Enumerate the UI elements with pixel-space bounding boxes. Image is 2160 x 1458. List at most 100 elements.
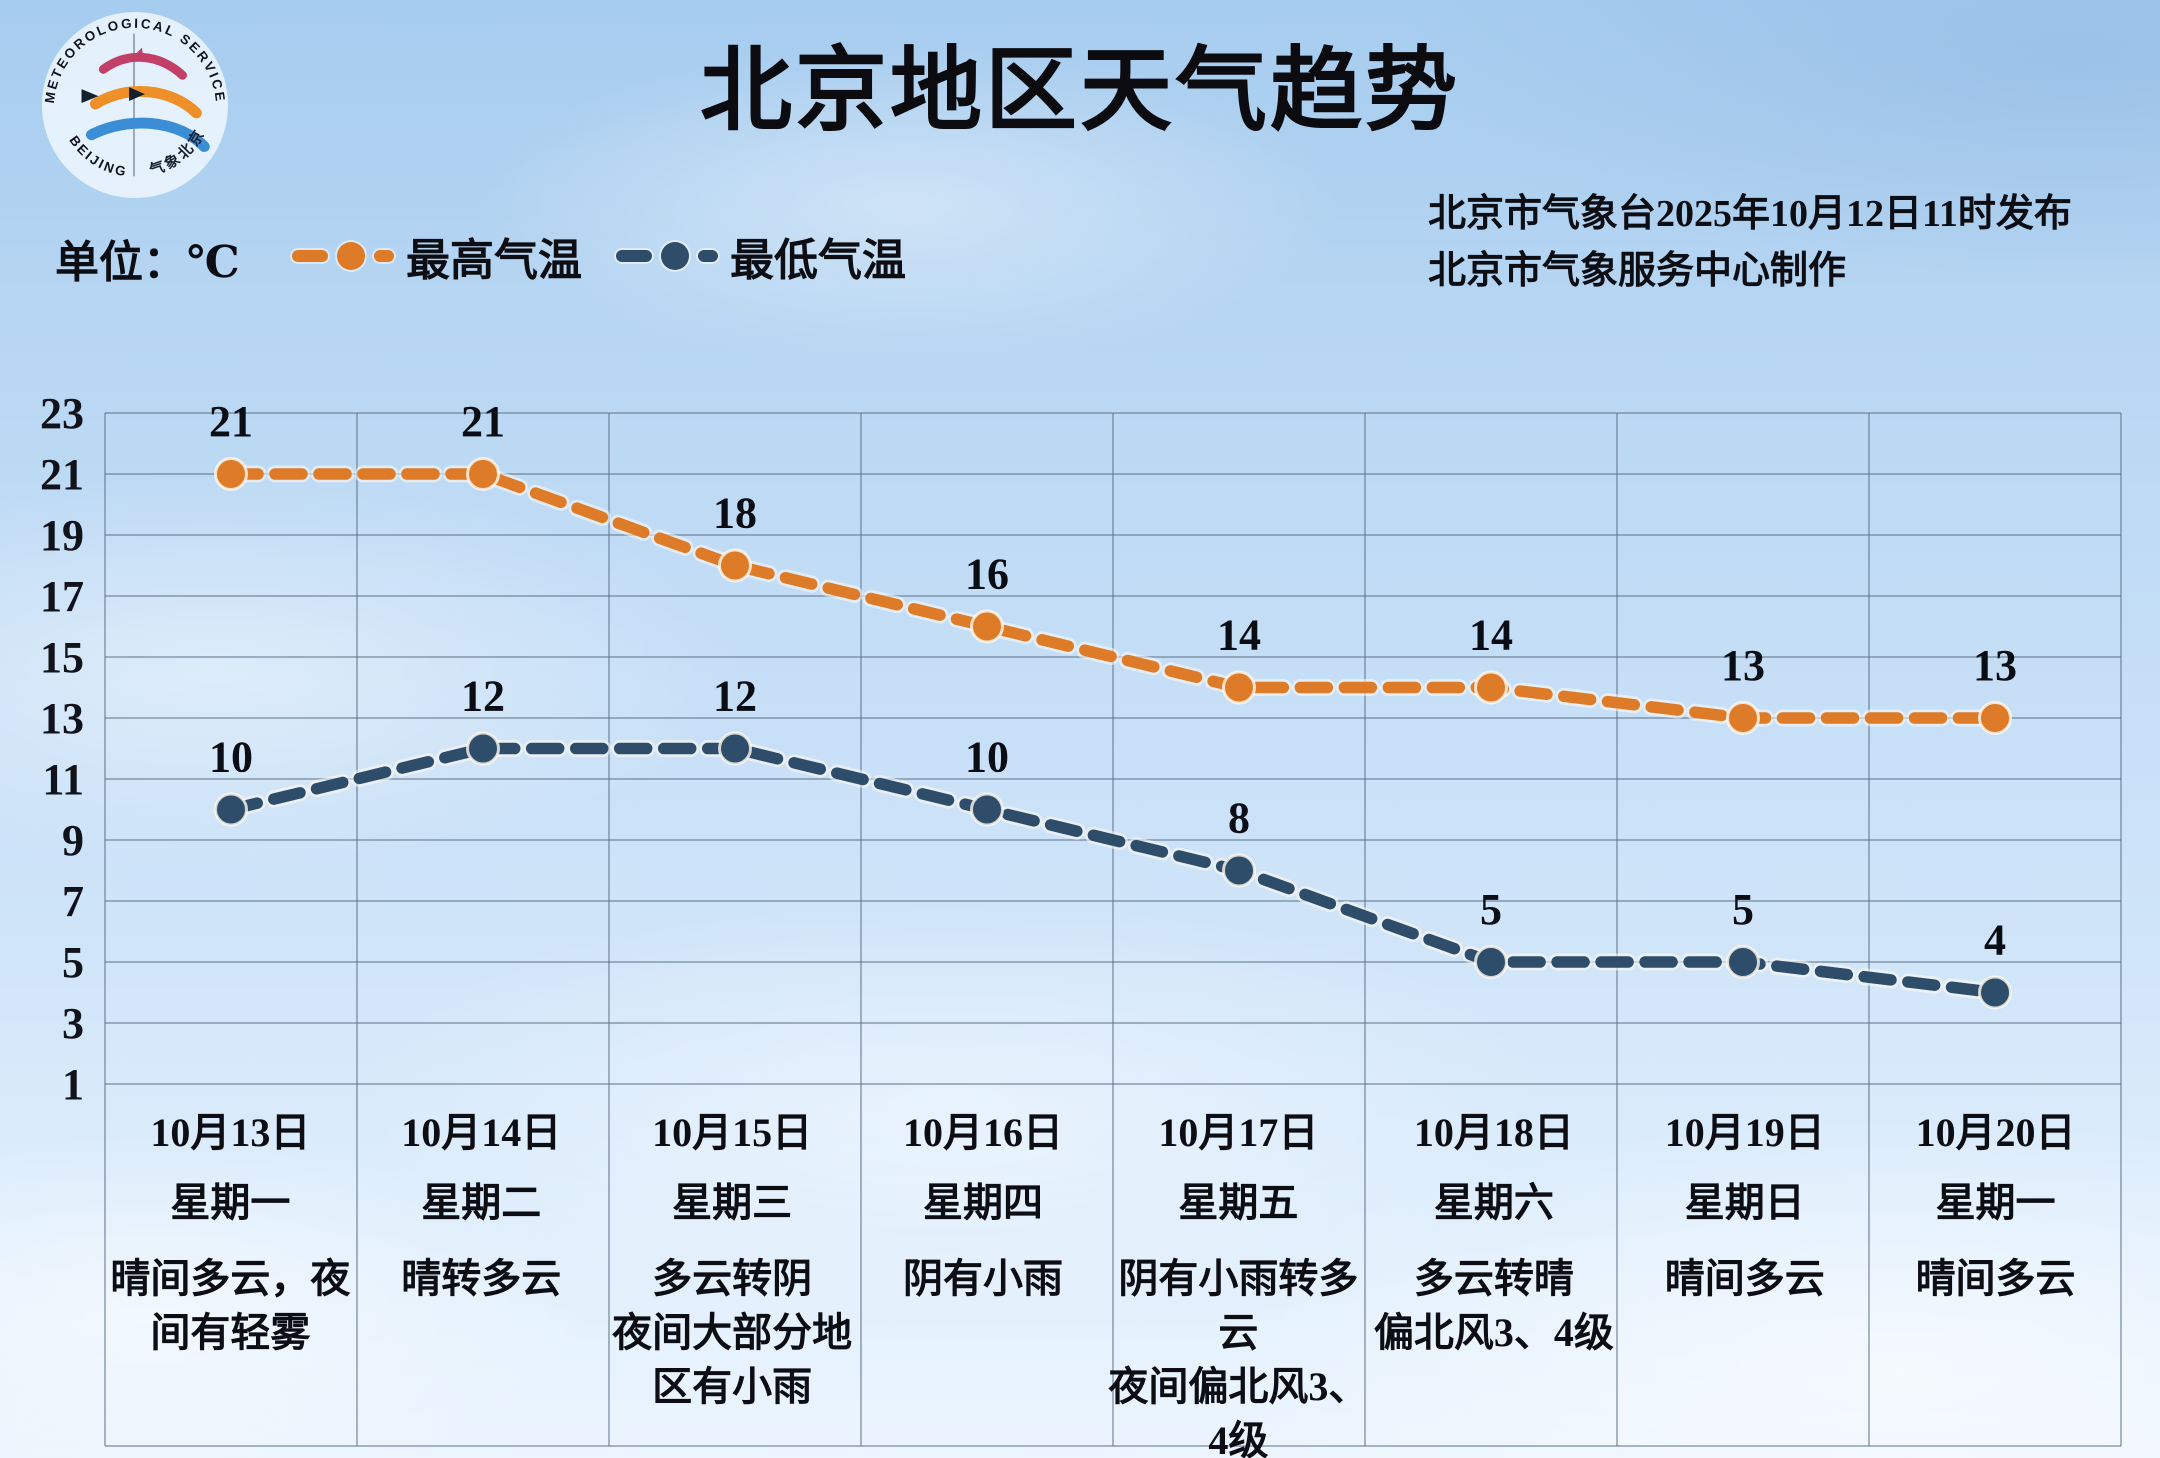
legend-item-low-temp: 最低气温 bbox=[616, 224, 906, 288]
y-axis-tick-label: 9 bbox=[62, 816, 84, 865]
low-temp-marker bbox=[1978, 975, 2012, 1010]
y-axis-tick-label: 3 bbox=[62, 999, 84, 1048]
weekday-label: 星期一 bbox=[170, 1180, 291, 1225]
high-temp-value-label: 18 bbox=[713, 489, 757, 538]
issue-line: 北京市气象台2025年10月12日11时发布 bbox=[1428, 193, 2072, 235]
low-temp-value-label: 8 bbox=[1228, 794, 1250, 843]
low-temp-value-label: 5 bbox=[1480, 885, 1502, 934]
low-temp-value-label: 12 bbox=[461, 672, 505, 721]
high-temp-value-label: 21 bbox=[209, 397, 253, 446]
y-axis-tick-label: 23 bbox=[40, 389, 84, 438]
weather-description: 晴间多云 bbox=[1664, 1256, 1825, 1301]
high-temp-value-label: 14 bbox=[1469, 611, 1513, 660]
high-temp-line bbox=[225, 468, 2001, 724]
y-axis-tick-label: 17 bbox=[40, 572, 84, 621]
low-temp-marker bbox=[970, 792, 1004, 827]
daily-forecast-table: 10月13日 星期一 晴间多云，夜 间有轻雾 10月14日 星期二 晴转多云 10月15日星… bbox=[105, 1106, 2121, 1458]
weekday-label: 星期二 bbox=[421, 1180, 542, 1225]
high-temp-value-label: 21 bbox=[461, 397, 505, 446]
date-label: 10月14日 bbox=[401, 1110, 562, 1155]
high-temp-marker bbox=[1978, 701, 2012, 735]
weather-description: 多云转阴 夜间大部分地 区有小雨 bbox=[612, 1256, 853, 1409]
weekday-label: 星期六 bbox=[1433, 1180, 1554, 1225]
high-temp-marker bbox=[1726, 701, 1760, 735]
weekday-label: 星期五 bbox=[1178, 1180, 1299, 1225]
forecast-column: 10月20日 星期一晴间多云 bbox=[1870, 1106, 2121, 1458]
issue-info-block: 北京市气象台2025年10月12日11时发布 北京市气象服务中心制作 bbox=[1428, 186, 2072, 300]
date-label: 10月17日 bbox=[1158, 1110, 1319, 1155]
logo-blue-swoosh bbox=[85, 117, 210, 153]
low-temp-value-label: 5 bbox=[1732, 885, 1754, 934]
forecast-column: 10月16日 星期四阴有小雨 bbox=[858, 1106, 1109, 1458]
y-axis-tick-label: 1 bbox=[62, 1060, 84, 1109]
weather-description: 晴间多云 bbox=[1915, 1256, 2076, 1301]
forecast-column: 10月19日 星期日晴间多云 bbox=[1619, 1106, 1870, 1458]
logo-circle bbox=[41, 11, 229, 199]
high-temp-marker bbox=[1222, 670, 1256, 705]
low-temp-marker bbox=[1726, 945, 1760, 979]
low-temp-line-swatch-icon bbox=[616, 242, 718, 270]
y-axis-tick-label: 7 bbox=[62, 877, 84, 926]
unit-label: 单位：℃ bbox=[55, 238, 240, 287]
chart-legend: 最高气温 最低气温 bbox=[292, 224, 906, 288]
high-temp-marker bbox=[466, 457, 500, 491]
low-temp-line bbox=[225, 742, 2001, 999]
date-label: 10月13日 bbox=[150, 1110, 311, 1155]
high-temp-value-label: 14 bbox=[1217, 611, 1261, 660]
weekday-label: 星期四 bbox=[922, 1180, 1043, 1225]
forecast-column: 10月13日 星期一晴间多云，夜 间有轻雾 bbox=[105, 1106, 356, 1458]
low-temp-value-label: 10 bbox=[965, 733, 1009, 782]
forecast-column: 10月17日 星期五阴有小雨转多 云 夜间偏北风3、 4级 bbox=[1108, 1106, 1368, 1458]
high-temp-marker bbox=[1474, 670, 1508, 705]
date-label: 10月16日 bbox=[902, 1110, 1063, 1155]
legend-label-low: 最低气温 bbox=[730, 236, 906, 285]
low-temp-marker bbox=[1222, 853, 1256, 888]
low-temp-marker bbox=[466, 731, 500, 766]
logo-orange-swoosh bbox=[89, 86, 202, 119]
weather-description: 阴有小雨转多 云 夜间偏北风3、 4级 bbox=[1108, 1256, 1369, 1458]
date-label: 10月18日 bbox=[1413, 1110, 1574, 1155]
high-temp-marker bbox=[214, 457, 248, 491]
forecast-column: 10月18日 星期六多云转晴 偏北风3、4级 bbox=[1368, 1106, 1619, 1458]
weather-description: 晴转多云 bbox=[401, 1256, 562, 1301]
date-label: 10月15日 bbox=[652, 1110, 813, 1155]
forecast-column: 10月15日 星期三多云转阴 夜间大部分地 区有小雨 bbox=[607, 1106, 858, 1458]
high-temp-value-label: 13 bbox=[1973, 641, 2017, 690]
weekday-label: 星期日 bbox=[1684, 1180, 1805, 1225]
y-axis-tick-label: 19 bbox=[40, 511, 84, 560]
low-temp-value-label: 12 bbox=[713, 672, 757, 721]
producer-line: 北京市气象服务中心制作 bbox=[1428, 250, 1847, 292]
low-temp-value-label: 10 bbox=[209, 733, 253, 782]
y-axis-tick-label: 5 bbox=[62, 938, 84, 987]
high-temp-marker bbox=[718, 548, 752, 583]
y-axis-tick-label: 11 bbox=[42, 755, 84, 804]
y-axis-tick-label: 13 bbox=[40, 694, 84, 743]
weather-description: 多云转晴 偏北风3、4级 bbox=[1373, 1256, 1614, 1355]
low-temp-value-label: 4 bbox=[1984, 916, 2006, 965]
weekday-label: 星期三 bbox=[672, 1180, 793, 1225]
high-temp-line-swatch-icon bbox=[292, 242, 394, 270]
y-axis-tick-label: 21 bbox=[40, 450, 84, 499]
low-temp-marker bbox=[1474, 945, 1508, 979]
weekday-label: 星期一 bbox=[1935, 1180, 2056, 1225]
legend-label-high: 最高气温 bbox=[406, 236, 582, 285]
page-title: 北京地区天气趋势 bbox=[699, 40, 1460, 142]
weather-description: 阴有小雨 bbox=[902, 1256, 1063, 1301]
forecast-column: 10月14日 星期二晴转多云 bbox=[356, 1106, 607, 1458]
date-label: 10月19日 bbox=[1664, 1110, 1825, 1155]
logo-bird-center-icon bbox=[129, 87, 145, 102]
beijing-meteorological-service-logo: METEOROLOGICAL SERVICE BEIJING 气象北京 bbox=[41, 11, 229, 199]
high-temp-marker bbox=[970, 609, 1004, 644]
high-temp-value-label: 16 bbox=[965, 550, 1009, 599]
date-label: 10月20日 bbox=[1915, 1110, 2076, 1155]
y-axis-tick-label: 15 bbox=[40, 633, 84, 682]
logo-red-ribbon-tip bbox=[130, 47, 144, 62]
high-temp-value-label: 13 bbox=[1721, 641, 1765, 690]
low-temp-marker bbox=[214, 792, 248, 827]
weather-description: 晴间多云，夜 间有轻雾 bbox=[110, 1256, 351, 1355]
legend-item-high-temp: 最高气温 bbox=[292, 224, 582, 288]
logo-bird-left-icon bbox=[81, 89, 99, 104]
low-temp-marker bbox=[718, 731, 752, 766]
